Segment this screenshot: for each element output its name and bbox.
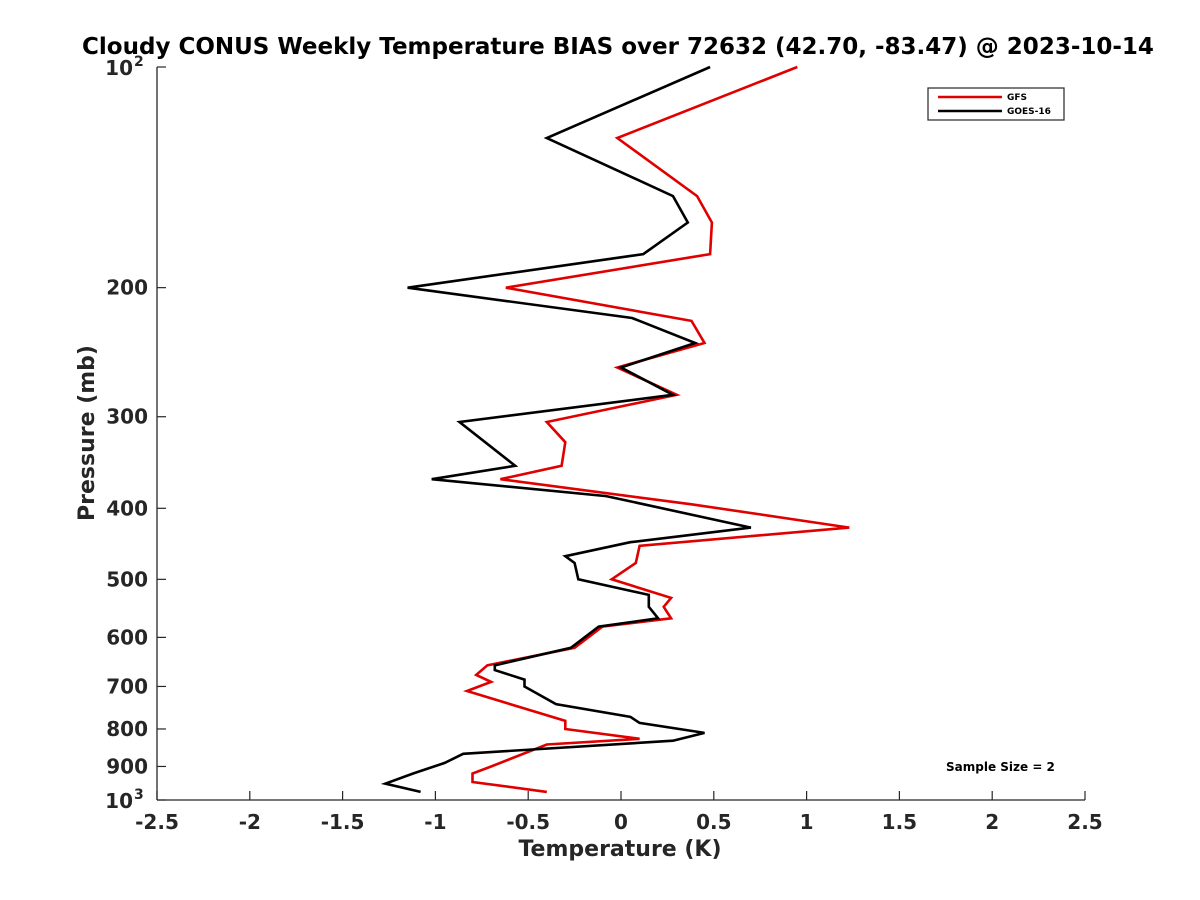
- plot-area: [156, 67, 1085, 801]
- legend-label-gfs: GFS: [1007, 93, 1027, 103]
- x-tick-label: -0.5: [506, 810, 550, 834]
- legend-box: [927, 87, 1065, 121]
- y-tick-exponent: 2: [134, 54, 144, 70]
- y-axis-label: Pressure (mb): [75, 345, 100, 521]
- x-tick-label: -2.5: [135, 810, 179, 834]
- y-tick-label: 10: [105, 789, 133, 813]
- x-tick-label: 0.5: [696, 810, 731, 834]
- x-axis: -2.5 -2 -1.5 -1 -0.5 0 0.5 1 1.5 2 2.5: [135, 791, 1103, 834]
- x-axis-label: Temperature (K): [518, 837, 721, 862]
- y-tick-label: 900: [106, 754, 148, 778]
- x-tick-label: -1.5: [321, 810, 365, 834]
- x-tick-label: 1.5: [882, 810, 917, 834]
- x-tick-label: 1: [800, 810, 814, 834]
- x-tick-label: -1: [424, 810, 446, 834]
- y-tick-label: 200: [106, 276, 148, 300]
- y-tick-exponent: 3: [134, 787, 144, 803]
- y-tick-label: 700: [106, 674, 148, 698]
- y-tick-label: 400: [106, 496, 148, 520]
- y-tick-label: 800: [106, 717, 148, 741]
- x-tick-label: 2.5: [1067, 810, 1102, 834]
- y-tick-label: 500: [106, 567, 148, 591]
- y-tick-label: 10: [105, 56, 133, 80]
- series-line-goes16: [380, 65, 752, 794]
- x-tick-label: 2: [985, 810, 999, 834]
- legend: GFS GOES-16: [927, 87, 1065, 121]
- legend-label-goes16: GOES-16: [1007, 107, 1051, 117]
- chart-title: Cloudy CONUS Weekly Temperature BIAS ove…: [82, 34, 1154, 60]
- x-tick-label: 0: [614, 810, 628, 834]
- series-group: [380, 65, 850, 794]
- series-line-gfs: [462, 65, 850, 794]
- x-tick-label: -2: [239, 810, 261, 834]
- y-tick-label: 600: [106, 625, 148, 649]
- y-tick-label: 300: [106, 405, 148, 429]
- sample-size-annotation: Sample Size = 2: [946, 760, 1055, 774]
